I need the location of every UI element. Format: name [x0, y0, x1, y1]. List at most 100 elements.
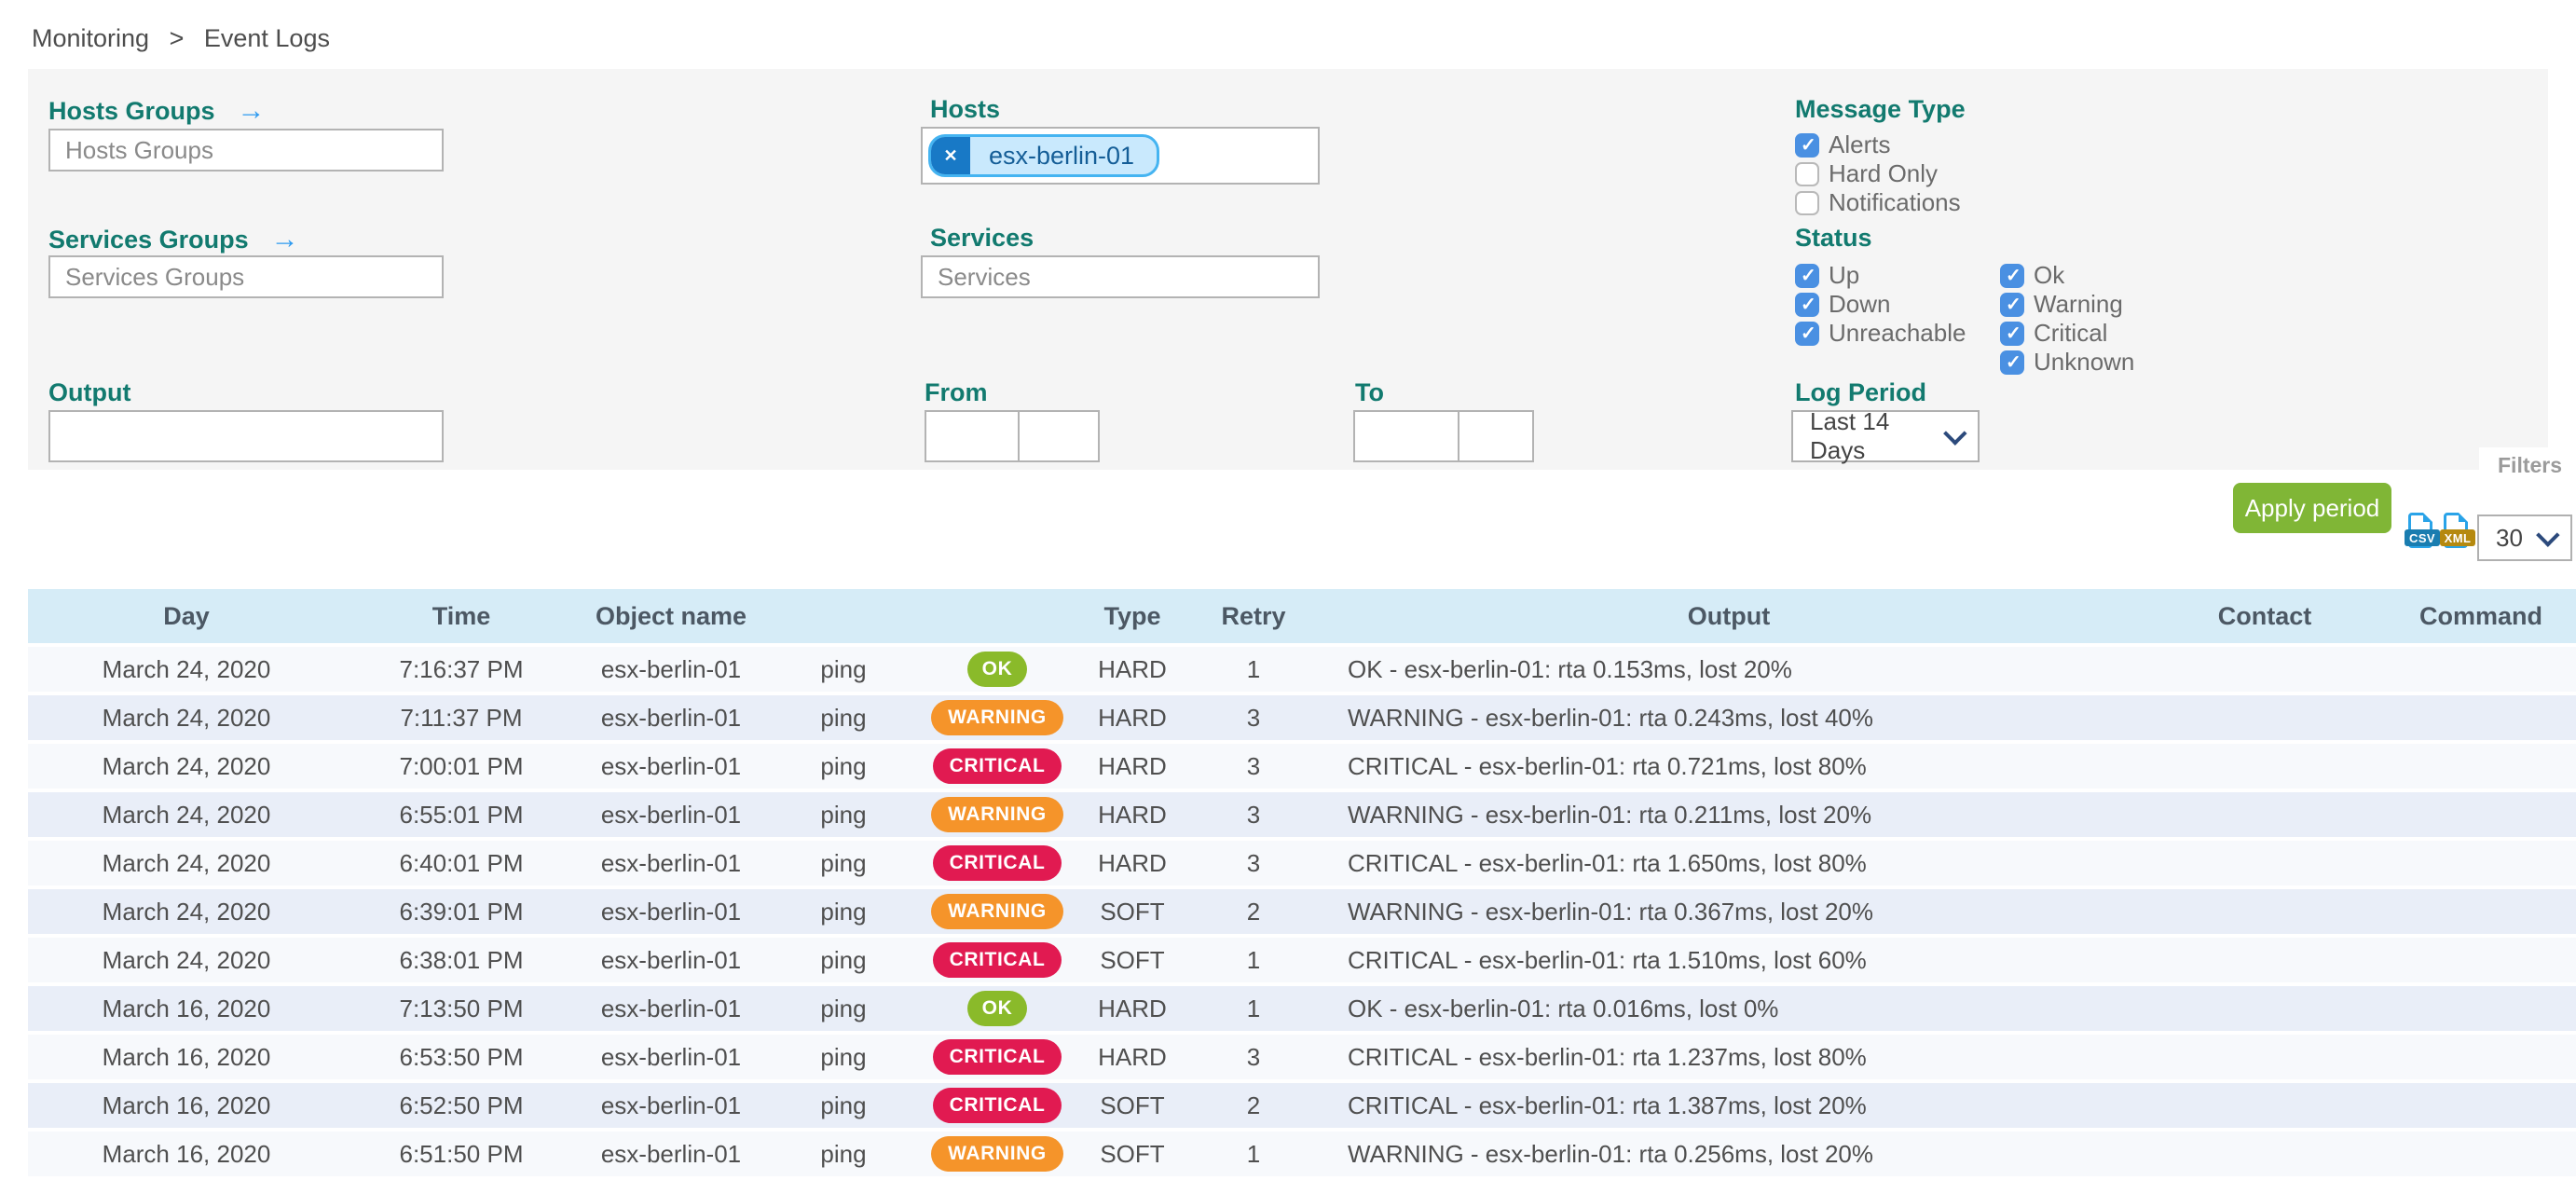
log-period-select[interactable]: Last 14 Days — [1791, 407, 1980, 464]
page-size-select[interactable]: 30 — [2477, 515, 2572, 561]
export-csv-icon[interactable]: CSV — [2405, 513, 2440, 552]
output-filter-input[interactable] — [48, 410, 444, 462]
cell-day: March 24, 2020 — [28, 934, 345, 982]
checkbox-warning[interactable]: Warning — [2000, 290, 2134, 319]
checkbox-notifications[interactable]: Notifications — [1795, 188, 1961, 217]
checkbox-hard-only[interactable]: Hard Only — [1795, 159, 1961, 188]
table-row: March 24, 2020 6:38:01 PM esx-berlin-01 … — [28, 934, 2576, 982]
from-date-input[interactable] — [925, 410, 1020, 462]
cell-contact — [2144, 885, 2386, 934]
cell-retry: 3 — [1193, 837, 1314, 885]
cell-command — [2386, 1079, 2576, 1128]
cell-day: March 16, 2020 — [28, 1031, 345, 1079]
services-input[interactable] — [921, 255, 1320, 298]
cell-service: ping — [764, 740, 923, 789]
table-row: March 24, 2020 6:40:01 PM esx-berlin-01 … — [28, 837, 2576, 885]
cell-command — [2386, 789, 2576, 837]
checkbox-down[interactable]: Down — [1795, 290, 1966, 319]
cell-status: CRITICAL — [923, 740, 1072, 789]
filters-toggle-tab[interactable]: Filters — [2479, 447, 2576, 484]
cell-status: OK — [923, 982, 1072, 1031]
cell-service: ping — [764, 1031, 923, 1079]
cell-service: ping — [764, 643, 923, 692]
up-checkbox[interactable] — [1795, 263, 1819, 288]
col-status — [923, 589, 1072, 643]
cell-type: SOFT — [1072, 934, 1193, 982]
cell-object-name: esx-berlin-01 — [578, 643, 764, 692]
cell-type: SOFT — [1072, 1128, 1193, 1176]
export-xml-icon[interactable]: XML — [2440, 513, 2475, 552]
cell-command — [2386, 1128, 2576, 1176]
table-row: March 16, 2020 6:52:50 PM esx-berlin-01 … — [28, 1079, 2576, 1128]
status-badge: OK — [966, 991, 1028, 1026]
hosts-input[interactable]: ✕ esx-berlin-01 — [921, 127, 1320, 185]
cell-type: SOFT — [1072, 1079, 1193, 1128]
col-object-name: Object name — [578, 589, 764, 643]
cell-retry: 1 — [1193, 934, 1314, 982]
cell-object-name: esx-berlin-01 — [578, 789, 764, 837]
cell-type: HARD — [1072, 982, 1193, 1031]
services-groups-input[interactable] — [48, 255, 444, 298]
ok-checkbox[interactable] — [2000, 263, 2024, 288]
unreachable-checkbox[interactable] — [1795, 321, 1819, 346]
cell-retry: 1 — [1193, 1128, 1314, 1176]
to-time-input[interactable] — [1458, 410, 1534, 462]
services-label: Services — [930, 224, 1035, 252]
cell-object-name: esx-berlin-01 — [578, 885, 764, 934]
breadcrumb-event-logs[interactable]: Event Logs — [203, 24, 330, 52]
cell-time: 6:55:01 PM — [345, 789, 578, 837]
cell-type: SOFT — [1072, 885, 1193, 934]
checkbox-ok[interactable]: Ok — [2000, 261, 2134, 290]
hard-only-checkbox[interactable] — [1795, 161, 1819, 186]
cell-status: OK — [923, 643, 1072, 692]
checkbox-unreachable[interactable]: Unreachable — [1795, 319, 1966, 348]
down-checkbox[interactable] — [1795, 292, 1819, 317]
cell-output: CRITICAL - esx-berlin-01: rta 1.650ms, l… — [1314, 837, 2144, 885]
cell-status: CRITICAL — [923, 1079, 1072, 1128]
cell-status: WARNING — [923, 885, 1072, 934]
checkbox-up[interactable]: Up — [1795, 261, 1966, 290]
alerts-checkbox[interactable] — [1795, 132, 1819, 158]
checkbox-unknown[interactable]: Unknown — [2000, 348, 2134, 377]
critical-checkbox[interactable] — [2000, 321, 2024, 346]
cell-day: March 16, 2020 — [28, 982, 345, 1031]
cell-time: 6:40:01 PM — [345, 837, 578, 885]
to-date-input[interactable] — [1353, 410, 1459, 462]
cell-object-name: esx-berlin-01 — [578, 740, 764, 789]
unknown-checkbox[interactable] — [2000, 350, 2024, 375]
table-row: March 24, 2020 6:39:01 PM esx-berlin-01 … — [28, 885, 2576, 934]
apply-period-button[interactable]: Apply period — [2233, 483, 2391, 533]
status-badge: CRITICAL — [932, 1039, 1062, 1075]
hosts-label: Hosts — [930, 95, 1001, 123]
hosts-groups-input[interactable] — [48, 129, 444, 172]
cell-command — [2386, 982, 2576, 1031]
services-groups-goto-arrow-icon[interactable]: → — [270, 224, 299, 254]
table-row: March 16, 2020 7:13:50 PM esx-berlin-01 … — [28, 982, 2576, 1031]
status-badge: WARNING — [931, 1136, 1063, 1172]
checkbox-alerts[interactable]: Alerts — [1795, 130, 1961, 159]
warning-checkbox[interactable] — [2000, 292, 2024, 317]
checkbox-critical[interactable]: Critical — [2000, 319, 2134, 348]
from-time-input[interactable] — [1018, 410, 1100, 462]
cell-type: HARD — [1072, 1031, 1193, 1079]
col-time: Time — [345, 589, 578, 643]
cell-service: ping — [764, 885, 923, 934]
cell-command — [2386, 837, 2576, 885]
notifications-checkbox[interactable] — [1795, 190, 1819, 215]
col-contact: Contact — [2144, 589, 2386, 643]
cell-day: March 24, 2020 — [28, 885, 345, 934]
hosts-groups-goto-arrow-icon[interactable]: → — [237, 95, 266, 126]
cell-contact — [2144, 1031, 2386, 1079]
cell-retry: 3 — [1193, 1031, 1314, 1079]
remove-tag-icon[interactable]: ✕ — [931, 137, 970, 174]
breadcrumb-monitoring[interactable]: Monitoring — [32, 24, 150, 52]
cell-command — [2386, 934, 2576, 982]
cell-output: WARNING - esx-berlin-01: rta 0.256ms, lo… — [1314, 1128, 2144, 1176]
cell-object-name: esx-berlin-01 — [578, 837, 764, 885]
cell-day: March 16, 2020 — [28, 1128, 345, 1176]
cell-command — [2386, 692, 2576, 740]
col-service — [764, 589, 923, 643]
status-badge: CRITICAL — [932, 1088, 1062, 1123]
cell-type: HARD — [1072, 643, 1193, 692]
table-row: March 16, 2020 6:53:50 PM esx-berlin-01 … — [28, 1031, 2576, 1079]
